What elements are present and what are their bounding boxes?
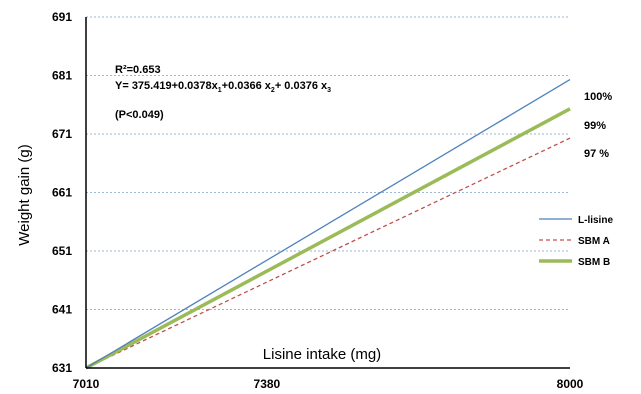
y-axis-title: Weight gain (g) [16, 144, 33, 245]
y-tick-label: 641 [52, 303, 72, 317]
y-tick-label: 691 [52, 10, 72, 24]
series-lines [85, 79, 571, 370]
r-squared-label: R²=0.653 [115, 64, 161, 76]
y-tick-label: 661 [52, 186, 72, 200]
end-label: 100% [584, 91, 612, 103]
regression-annotation: R²=0.653 Y= 375.419+0.0378x1+0.0366 x2+ … [115, 64, 331, 121]
end-label: 99% [584, 120, 606, 132]
legend-label-sbm-b: SBM B [578, 257, 610, 268]
x-tick-label: 7010 [73, 377, 100, 391]
end-percent-labels: 100% 99% 97 % [584, 91, 612, 160]
series-line-sbm-a [85, 137, 571, 369]
x-tick-label: 7380 [254, 377, 281, 391]
end-label: 97 % [584, 148, 609, 160]
series-line-sbm-b [85, 107, 571, 370]
series-line-l-lisine [85, 79, 571, 369]
x-tick-labels: 7010 7380 8000 [73, 377, 584, 391]
y-tick-label: 651 [52, 244, 72, 258]
y-tick-label: 681 [52, 69, 72, 83]
legend-label-sbm-a: SBM A [578, 236, 610, 247]
axes [85, 17, 570, 369]
y-tick-label: 631 [52, 361, 72, 375]
p-value-label: (P<0.049) [115, 109, 164, 121]
legend-label-l-lisine: L-lisine [578, 215, 613, 226]
y-tick-label: 671 [52, 127, 72, 141]
x-tick-label: 8000 [557, 377, 584, 391]
y-tick-labels: 631 641 651 661 671 681 691 [52, 10, 72, 375]
legend: L-lisine SBM A SBM B [539, 215, 613, 268]
x-axis-title: Lisine intake (mg) [263, 346, 381, 363]
gridlines [86, 16, 570, 310]
regression-equation: Y= 375.419+0.0378x1+0.0366 x2+ 0.0376 x3 [115, 80, 331, 94]
